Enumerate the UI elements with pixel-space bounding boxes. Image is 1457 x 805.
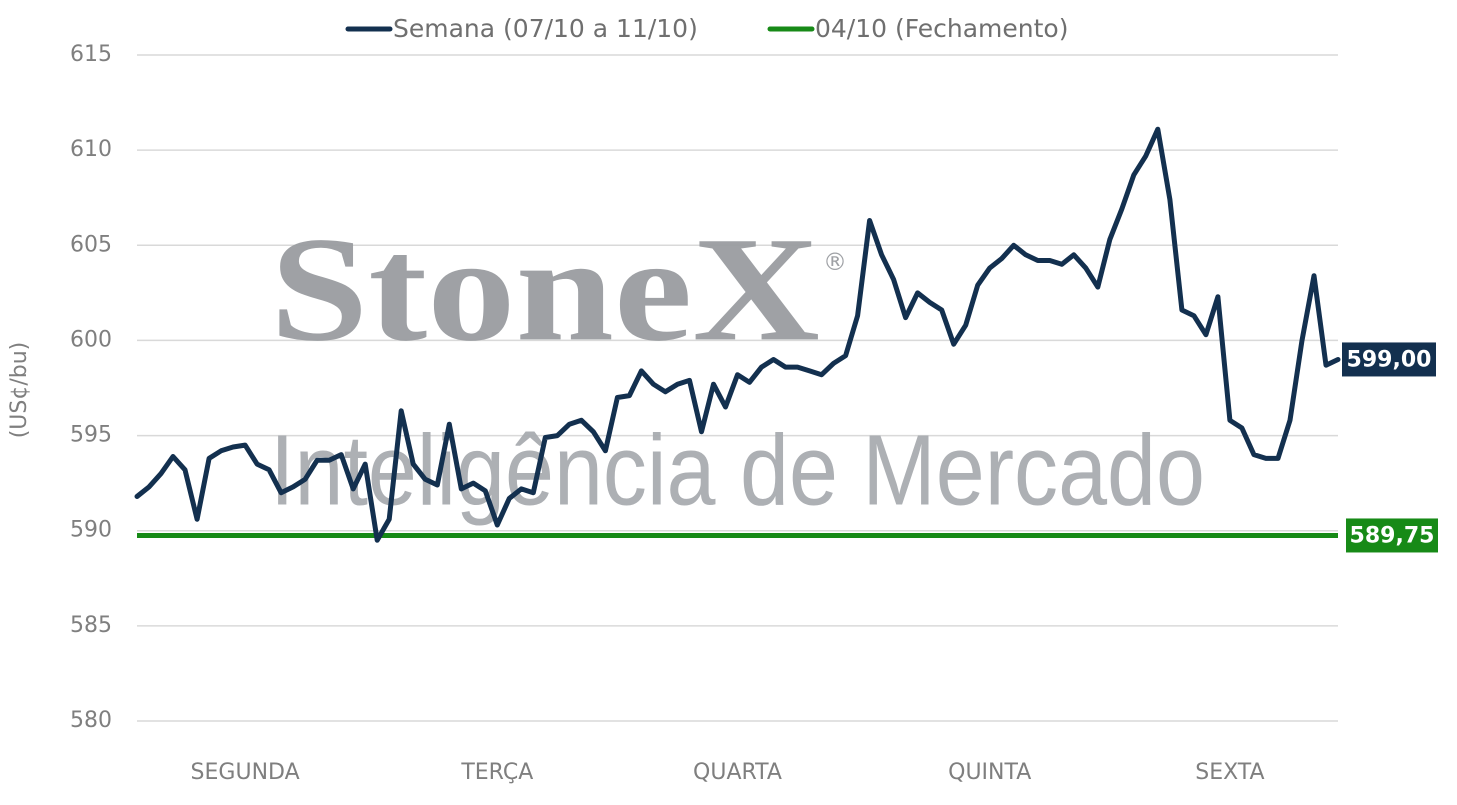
y-tick-label: 610 [70,137,112,162]
x-tick-label: QUINTA [948,760,1031,785]
value-label-box [1342,342,1436,377]
x-tick-label: QUARTA [693,760,782,785]
y-tick-label: 590 [70,518,112,543]
y-tick-label: 595 [70,423,112,448]
y-axis-label: (US¢/bu) [7,342,32,439]
watermark-mark: ® [823,248,847,276]
series-line [134,126,1341,543]
value-label-box [1346,518,1438,553]
x-tick-label: SEGUNDA [191,760,300,785]
y-tick-label: 600 [70,327,112,352]
watermark-brand: StoneX [270,206,820,372]
y-tick-label: 615 [70,42,112,67]
y-tick-label: 585 [70,613,112,638]
legend-label: Semana (07/10 a 11/10) [393,14,698,43]
watermark: StoneX ® Inteligência de Mercado [270,206,1205,526]
y-tick-label: 605 [70,232,112,257]
x-tick-label: TERÇA [460,760,533,785]
value-label: 589,75 [1350,523,1435,548]
x-tick-label: SEXTA [1195,760,1264,785]
y-tick-label: 580 [70,708,112,733]
value-label: 599,00 [1347,347,1432,372]
legend-label: 04/10 (Fechamento) [815,14,1068,43]
watermark-tagline: Inteligência de Mercado [270,414,1205,526]
